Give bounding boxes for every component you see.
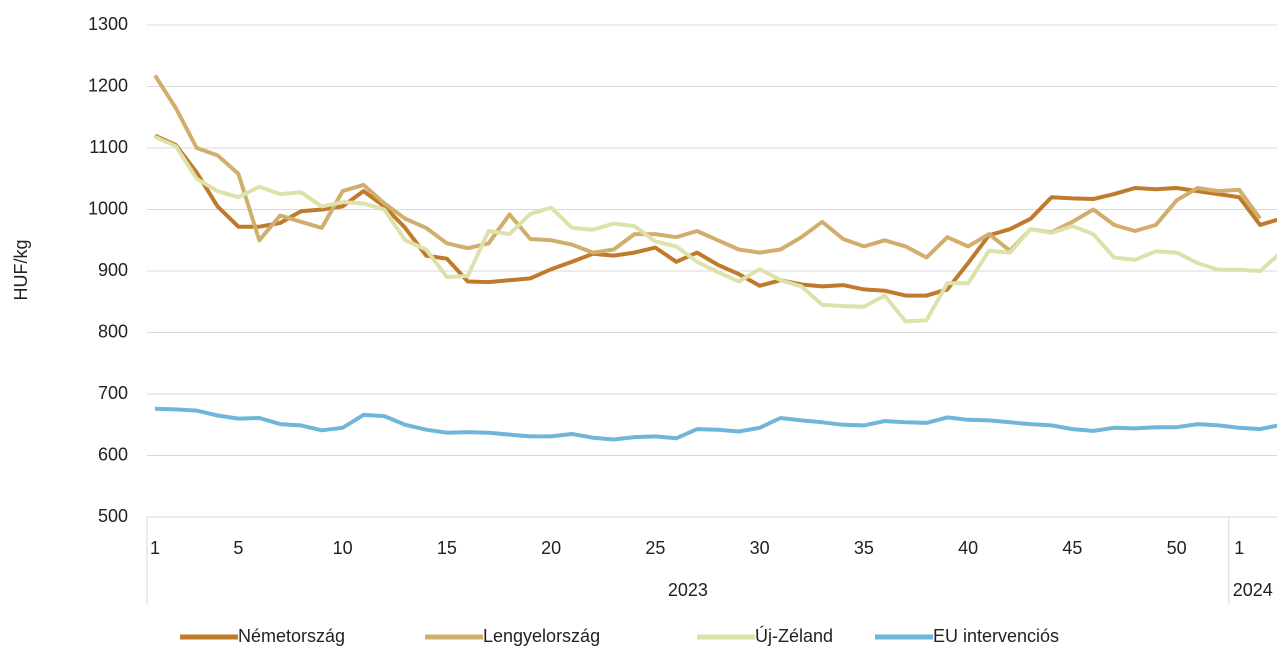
y-tick-label: 1200: [88, 75, 128, 95]
x-tick-label: 45: [1062, 538, 1082, 558]
y-tick-label: 800: [98, 321, 128, 341]
x-tick-label: 30: [750, 538, 770, 558]
y-tick-label: 1100: [89, 137, 128, 157]
x-tick-label: 1: [150, 538, 160, 558]
x-tick-label: 40: [958, 538, 978, 558]
y-tick-label: 900: [98, 260, 128, 280]
x-tick-label: 5: [233, 538, 243, 558]
y-tick-label: 500: [98, 506, 128, 526]
x-tick-label: 35: [854, 538, 874, 558]
line-series: [153, 74, 1262, 260]
x-tick-label: 10: [333, 538, 353, 558]
group-label: 2023: [668, 580, 708, 600]
legend-label: Új-Zéland: [755, 625, 833, 646]
y-tick-label: 1300: [88, 14, 128, 34]
legend-label: Németország: [238, 626, 345, 646]
y-tick-label: 600: [98, 444, 128, 464]
x-tick-label: 50: [1167, 538, 1187, 558]
line-series: [154, 135, 1277, 324]
y-tick-label: 700: [98, 383, 128, 403]
legend-label: EU intervenciós: [933, 626, 1059, 646]
line-series: [154, 133, 1277, 298]
legend-label: Lengyelország: [483, 626, 600, 646]
x-tick-label: 15: [437, 538, 457, 558]
y-tick-label: 1000: [88, 198, 128, 218]
group-label: 2024: [1233, 580, 1273, 600]
x-tick-label: 25: [645, 538, 665, 558]
x-tick-label: 20: [541, 538, 561, 558]
y-axis-label: HUF/kg: [11, 239, 31, 300]
line-series: [154, 406, 1277, 442]
x-tick-label: 1: [1234, 538, 1244, 558]
